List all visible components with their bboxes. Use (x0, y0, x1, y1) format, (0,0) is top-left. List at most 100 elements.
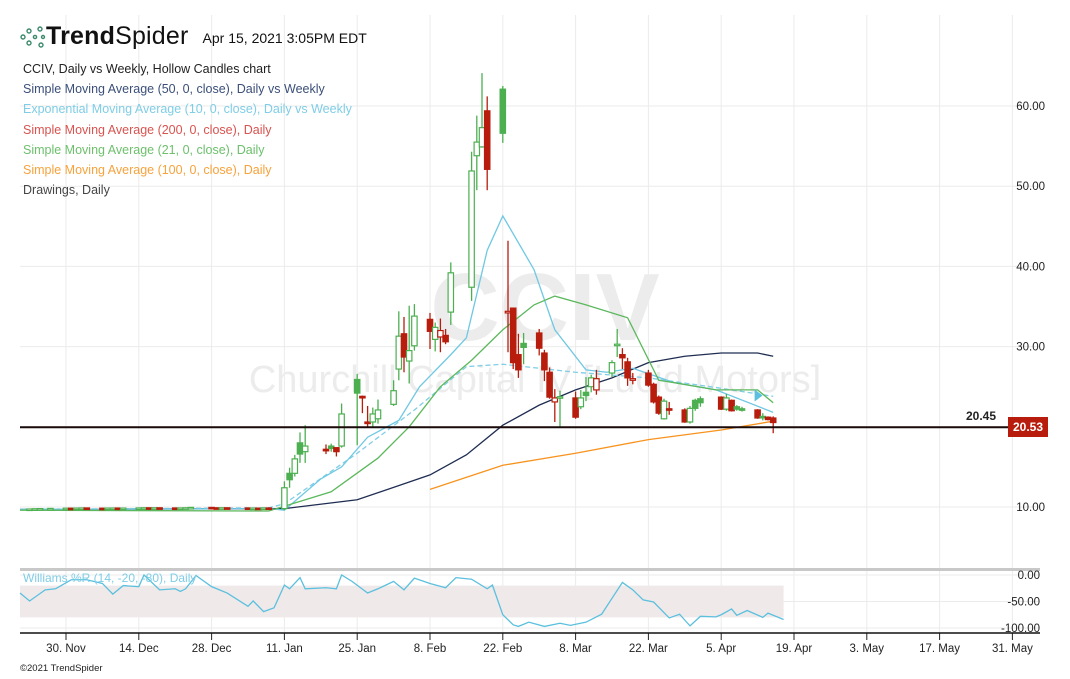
candle-body (468, 170, 475, 288)
candle (208, 506, 215, 510)
candle-body (728, 399, 735, 412)
candle-body (665, 408, 673, 411)
candle (665, 401, 673, 415)
candle-body (572, 397, 579, 418)
candle-body (504, 310, 512, 314)
candle-body (301, 445, 309, 453)
x-tick-label: 30. Nov (46, 643, 86, 655)
candle-body (624, 361, 631, 379)
candle (265, 507, 273, 511)
x-tick-label: 22. Mar (629, 643, 668, 655)
candle-body (260, 507, 267, 511)
candle (177, 507, 184, 511)
candle (114, 507, 122, 511)
candle-body (754, 409, 761, 419)
candle-body (556, 396, 564, 399)
candle (364, 405, 371, 427)
candle (83, 507, 91, 511)
candle (426, 312, 434, 350)
candle-body (338, 413, 345, 447)
candle-body (327, 445, 335, 450)
candle (691, 398, 699, 411)
candle (717, 396, 725, 410)
candle (369, 407, 377, 428)
candle (400, 316, 408, 373)
candle (473, 115, 481, 191)
candle (31, 508, 39, 511)
x-tick-label: 11. Jan (266, 643, 303, 655)
candle (681, 408, 689, 423)
candle-body (333, 447, 340, 453)
candle-body (353, 378, 361, 394)
candle (546, 367, 553, 399)
candle (405, 305, 413, 384)
candle (322, 444, 330, 455)
candle-body (187, 506, 195, 510)
candle (582, 377, 590, 402)
candle-body (535, 332, 543, 349)
candle (249, 507, 257, 511)
candle (135, 507, 143, 511)
candle-body (541, 352, 548, 371)
candle-body (47, 507, 54, 511)
legend-item-sma21[interactable]: Simple Moving Average (21, 0, close), Da… (23, 142, 265, 157)
x-tick-label: 8. Feb (414, 643, 447, 655)
candle-body (551, 397, 559, 403)
drawings[interactable] (20, 389, 1008, 429)
timestamp: Apr 15, 2021 3:05PM EDT (202, 29, 367, 46)
x-tick-label: 31. May (992, 643, 1033, 655)
candle (437, 318, 444, 353)
y-tick-label: 10.00 (1016, 502, 1045, 514)
candle-body (608, 362, 616, 374)
candle-body (759, 415, 767, 419)
legend-item-drawings[interactable]: Drawings, Daily (23, 183, 110, 198)
candle (697, 396, 704, 407)
candle (286, 467, 293, 488)
candle (483, 96, 491, 191)
candle (78, 507, 85, 511)
candle-body (36, 508, 44, 511)
legend-item-sma100[interactable]: Simple Moving Average (100, 0, close), D… (23, 163, 272, 178)
watermark-symbol: CCIV (430, 254, 659, 361)
candle (359, 395, 366, 414)
candle (301, 425, 309, 463)
candle-body (660, 400, 668, 420)
candle (411, 304, 418, 351)
x-tick-label: 14. Dec (119, 643, 159, 655)
x-tick-label: 19. Apr (776, 643, 813, 655)
candle (327, 443, 335, 452)
horizontal-line-label: 20.45 (966, 409, 997, 424)
candle (213, 507, 221, 510)
candle-body (286, 472, 293, 481)
candle (291, 454, 299, 477)
candle-body (593, 378, 600, 391)
candle-body (369, 413, 377, 423)
candle-body (769, 417, 777, 424)
candle (759, 413, 767, 421)
candle (119, 507, 127, 511)
trendspider-logo-icon (20, 25, 46, 48)
candle (769, 416, 777, 434)
candle (535, 328, 543, 356)
candle-body (405, 350, 413, 362)
candle-body (177, 507, 184, 511)
wr-tick-label: -50.00 (1007, 597, 1040, 609)
candle-body (686, 407, 694, 423)
candle-body (151, 507, 158, 510)
candle-body (67, 507, 75, 511)
candle (728, 399, 735, 412)
candle (608, 360, 616, 378)
x-tick-label: 28. Dec (192, 643, 232, 655)
candle (374, 399, 382, 424)
candle (338, 403, 345, 448)
candle-body (99, 507, 106, 511)
candle-body (478, 127, 486, 148)
legend-item-ema10[interactable]: Exponential Moving Average (10, 0, close… (23, 102, 352, 117)
legend-item-sma200[interactable]: Simple Moving Average (200, 0, close), D… (23, 122, 272, 137)
legend-item-sma50[interactable]: Simple Moving Average (50, 0, close), Da… (23, 82, 325, 97)
y-tick-label: 50.00 (1016, 181, 1045, 193)
candle (244, 507, 252, 511)
candle-body (431, 326, 439, 340)
candles (26, 73, 777, 512)
